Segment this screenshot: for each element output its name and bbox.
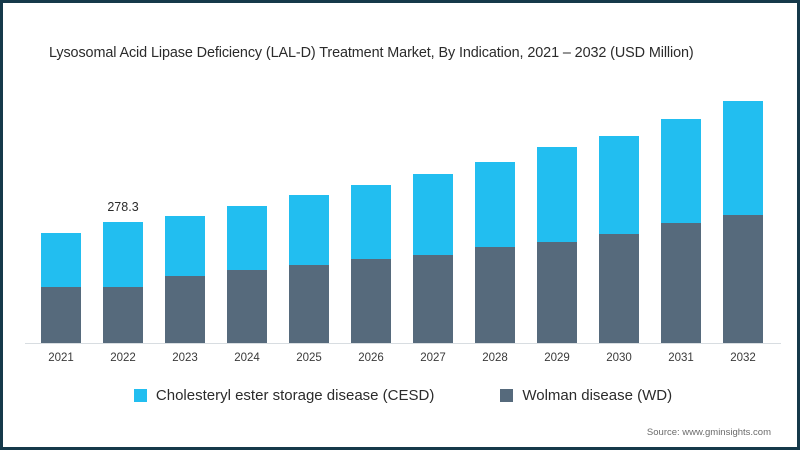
bar-segment-wd[interactable]	[103, 287, 143, 344]
bar-stack	[165, 215, 205, 344]
x-axis-line	[25, 343, 781, 344]
bar-column-2032[interactable]	[723, 4, 763, 344]
bar-column-2029[interactable]	[537, 4, 577, 344]
bar-segment-wd[interactable]	[351, 259, 391, 344]
bar-segment-wd[interactable]	[289, 265, 329, 344]
x-tick-2032: 2032	[730, 352, 756, 364]
legend-item-cesd[interactable]: Cholesteryl ester storage disease (CESD)	[133, 387, 435, 404]
x-tick-2021: 2021	[48, 352, 74, 364]
bar-segment-wd[interactable]	[599, 234, 639, 344]
bar-column-2027[interactable]	[413, 4, 453, 344]
bar-segment-wd[interactable]	[165, 276, 205, 344]
page-title: Lysosomal Acid Lipase Deficiency (LAL-D)…	[49, 45, 694, 61]
legend-swatch-wd	[500, 389, 514, 402]
bar-segment-cesd[interactable]	[103, 222, 143, 288]
bar-column-2022[interactable]	[103, 4, 143, 344]
bar-segment-cesd[interactable]	[351, 185, 391, 260]
bar-column-2021[interactable]	[41, 4, 81, 344]
bar-segment-cesd[interactable]	[41, 232, 81, 288]
bar-segment-wd[interactable]	[41, 287, 81, 344]
bar-segment-wd[interactable]	[537, 242, 577, 344]
x-tick-2029: 2029	[544, 352, 570, 364]
bar-stack	[475, 161, 515, 344]
bar-segment-cesd[interactable]	[537, 147, 577, 243]
bar-segment-wd[interactable]	[413, 255, 453, 344]
chart-legend: Cholesteryl ester storage disease (CESD)…	[3, 387, 797, 404]
bar-column-2024[interactable]	[227, 4, 267, 344]
legend-swatch-cesd	[133, 389, 147, 402]
source-attribution: Source: www.gminsights.com	[646, 427, 771, 438]
bar-stack	[103, 222, 143, 344]
legend-item-wd[interactable]: Wolman disease (WD)	[500, 387, 672, 404]
bar-segment-wd[interactable]	[661, 223, 701, 344]
bar-stack	[227, 206, 267, 344]
bar-segment-cesd[interactable]	[289, 195, 329, 266]
bar-segment-cesd[interactable]	[227, 206, 267, 271]
x-tick-2026: 2026	[358, 352, 384, 364]
legend-label-cesd: Cholesteryl ester storage disease (CESD)	[155, 387, 435, 404]
bar-segment-cesd[interactable]	[599, 135, 639, 235]
plot-area: 278.3	[3, 3, 797, 344]
bar-column-2030[interactable]	[599, 4, 639, 344]
bar-column-2031[interactable]	[661, 4, 701, 344]
x-tick-2024: 2024	[234, 352, 260, 364]
bar-stack	[351, 185, 391, 344]
x-tick-2022: 2022	[110, 352, 136, 364]
bar-stack	[41, 232, 81, 344]
bar-segment-cesd[interactable]	[413, 174, 453, 256]
bar-stack	[289, 195, 329, 344]
bar-stack	[661, 118, 701, 344]
bar-value-label-2022: 278.3	[107, 200, 139, 215]
bar-segment-wd[interactable]	[723, 214, 763, 344]
bar-column-2028[interactable]	[475, 4, 515, 344]
bar-stack	[413, 174, 453, 344]
x-tick-2027: 2027	[420, 352, 446, 364]
bar-column-2025[interactable]	[289, 4, 329, 344]
bar-segment-cesd[interactable]	[661, 118, 701, 224]
bar-segment-cesd[interactable]	[475, 161, 515, 248]
bar-stack	[723, 101, 763, 344]
bar-segment-cesd[interactable]	[165, 215, 205, 277]
bar-segment-wd[interactable]	[227, 270, 267, 344]
x-tick-2025: 2025	[296, 352, 322, 364]
bar-stack	[599, 135, 639, 344]
x-tick-2030: 2030	[606, 352, 632, 364]
bar-stack	[537, 147, 577, 344]
bar-column-2026[interactable]	[351, 4, 391, 344]
legend-label-wd: Wolman disease (WD)	[522, 387, 673, 404]
bar-column-2023[interactable]	[165, 4, 205, 344]
bar-segment-wd[interactable]	[475, 247, 515, 344]
x-tick-2023: 2023	[172, 352, 198, 364]
bar-segment-cesd[interactable]	[723, 101, 763, 215]
x-tick-2028: 2028	[482, 352, 508, 364]
x-tick-2031: 2031	[668, 352, 694, 364]
